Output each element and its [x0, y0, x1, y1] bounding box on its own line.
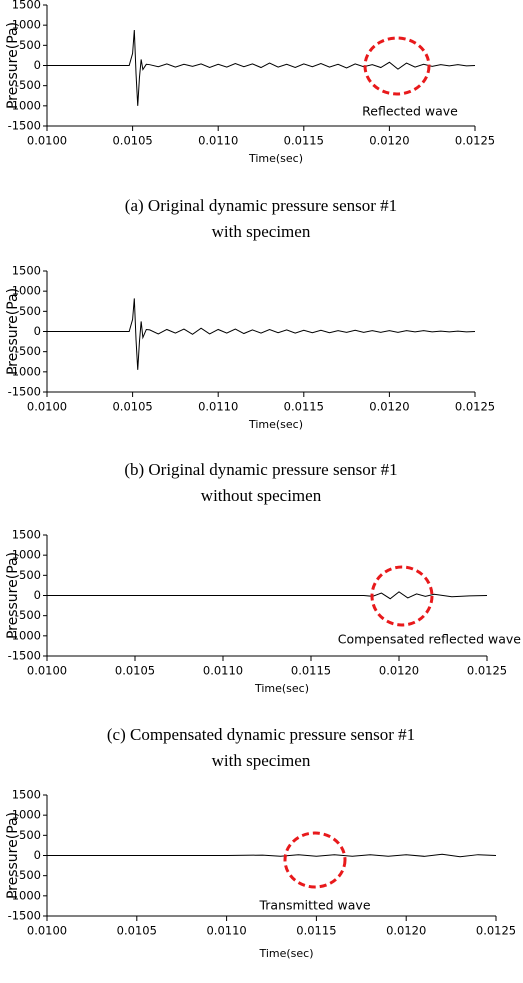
x-tick-label: 0.0115 [284, 400, 324, 414]
y-tick-label: -1500 [8, 909, 41, 923]
annotation: Transmitted wave [258, 898, 370, 913]
x-tick-label: 0.0125 [455, 134, 495, 148]
x-tick-label: 0.0100 [27, 400, 67, 414]
y-axis-title: Pressure(Pa) [5, 288, 21, 375]
x-tick-label: 0.0125 [467, 664, 507, 678]
x-tick-label: 0.0100 [27, 924, 67, 938]
caption: with specimen [212, 751, 311, 770]
x-tick-label: 0.0115 [284, 134, 324, 148]
y-tick-label: 1500 [12, 264, 41, 278]
y-tick-label: 1500 [12, 528, 41, 542]
caption: (b) Original dynamic pressure sensor #1 [124, 460, 397, 479]
y-tick-label: 0 [34, 588, 41, 602]
highlight-circle [370, 565, 434, 627]
caption: without specimen [201, 486, 322, 505]
y-tick-label: -1500 [8, 649, 41, 663]
x-tick-label: 0.0105 [117, 924, 157, 938]
y-tick-label: -500 [15, 344, 41, 358]
x-tick-label: 0.0105 [112, 400, 152, 414]
x-axis-title: Time(sec) [248, 418, 303, 431]
y-tick-label: 0 [34, 58, 41, 72]
x-tick-label: 0.0110 [198, 400, 238, 414]
x-tick-label: 0.0125 [476, 924, 516, 938]
y-tick-label: -1500 [8, 119, 41, 133]
x-tick-label: 0.0115 [296, 924, 336, 938]
x-tick-label: 0.0120 [369, 134, 409, 148]
y-axis-title: Pressure(Pa) [5, 22, 21, 109]
x-axis-title: Time(sec) [254, 682, 309, 695]
y-tick-label: 500 [19, 304, 41, 318]
y-tick-label: -500 [15, 608, 41, 622]
x-tick-label: 0.0100 [27, 664, 67, 678]
waveform [47, 29, 476, 106]
waveform [47, 853, 497, 858]
y-tick-label: 500 [19, 568, 41, 582]
x-tick-label: 0.0100 [27, 134, 67, 148]
x-tick-label: 0.0110 [206, 924, 246, 938]
y-tick-label: 1000 [12, 18, 41, 32]
y-tick-label: 0 [34, 848, 41, 862]
highlight-circle [283, 831, 347, 889]
y-tick-label: -500 [15, 868, 41, 882]
annotation: Reflected wave [362, 104, 458, 119]
y-tick-label: 500 [19, 828, 41, 842]
y-tick-label: -1000 [8, 364, 41, 378]
y-tick-label: 1000 [12, 548, 41, 562]
y-tick-label: 1500 [12, 788, 41, 802]
highlight-circle [363, 36, 431, 96]
x-tick-label: 0.0120 [369, 400, 409, 414]
x-tick-label: 0.0105 [115, 664, 155, 678]
y-tick-label: -1000 [8, 628, 41, 642]
x-tick-label: 0.0115 [291, 664, 331, 678]
annotation: Compensated reflected wave [338, 632, 522, 647]
waveform [47, 298, 476, 370]
x-tick-label: 0.0110 [198, 134, 238, 148]
caption: (a) Original dynamic pressure sensor #1 [125, 196, 397, 215]
x-tick-label: 0.0125 [455, 400, 495, 414]
y-tick-label: 0 [34, 324, 41, 338]
x-tick-label: 0.0120 [379, 664, 419, 678]
y-tick-label: 1000 [12, 808, 41, 822]
y-tick-label: -1000 [8, 98, 41, 112]
y-tick-label: 1500 [12, 0, 41, 12]
x-axis-title: Time(sec) [248, 152, 303, 165]
y-tick-label: 1000 [12, 284, 41, 298]
y-tick-label: -500 [15, 78, 41, 92]
x-tick-label: 0.0120 [386, 924, 426, 938]
caption: with specimen [212, 222, 311, 241]
x-tick-label: 0.0110 [203, 664, 243, 678]
y-tick-label: -1500 [8, 385, 41, 399]
x-tick-label: 0.0105 [112, 134, 152, 148]
waveform [47, 591, 488, 600]
y-axis-title: Pressure(Pa) [5, 812, 21, 899]
x-axis-title: Time(sec) [258, 947, 313, 960]
y-axis-title: Pressure(Pa) [5, 552, 21, 639]
y-tick-label: 500 [19, 38, 41, 52]
y-tick-label: -1000 [8, 888, 41, 902]
caption: (c) Compensated dynamic pressure sensor … [107, 725, 415, 744]
